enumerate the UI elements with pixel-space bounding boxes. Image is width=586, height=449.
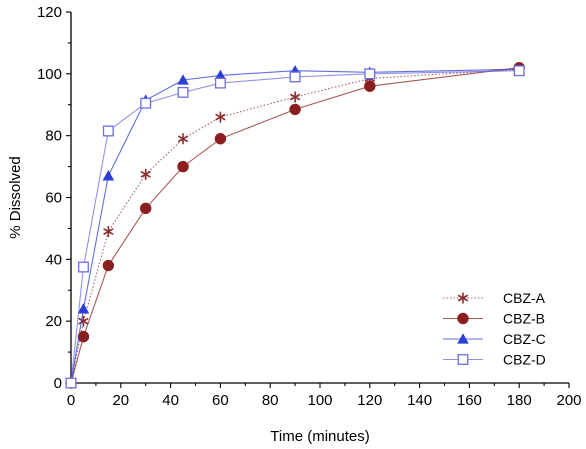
asterisk-stroke — [78, 317, 89, 325]
data-point-cbz-b — [214, 133, 227, 145]
legend-label-cbz-a: CBZ-A — [503, 290, 546, 306]
data-point-cbz-a — [215, 111, 226, 123]
data-point-cbz-b — [177, 160, 189, 173]
legend-marker-cbz-c — [457, 333, 469, 344]
asterisk-stroke — [457, 294, 469, 302]
data-point-cbz-d — [102, 125, 114, 137]
legend-marker-cbz-a — [457, 292, 469, 304]
y-tick-label: 100 — [37, 66, 62, 83]
series-cbz-d — [65, 65, 525, 389]
data-point-cbz-c — [77, 303, 90, 314]
x-tick-label: 100 — [307, 392, 332, 409]
data-point-cbz-d — [364, 68, 376, 80]
x-tick-label: 80 — [262, 392, 279, 409]
data-point-cbz-a — [140, 168, 151, 180]
data-point-cbz-d — [78, 261, 89, 273]
y-tick-label: 120 — [37, 4, 62, 21]
x-tick-label: 200 — [556, 392, 581, 409]
x-tick-label: 20 — [112, 392, 129, 409]
series-layer — [65, 61, 525, 389]
x-tick-label: 60 — [212, 392, 229, 409]
data-point-cbz-b — [102, 259, 115, 272]
data-point-cbz-a — [78, 315, 89, 327]
x-tick-label: 140 — [407, 392, 432, 409]
data-point-cbz-d — [177, 86, 189, 98]
data-point-cbz-b — [77, 330, 90, 343]
data-point-cbz-d — [214, 77, 226, 89]
y-axis-label: % Dissolved — [7, 156, 24, 239]
legend-marker-cbz-d — [457, 354, 469, 365]
data-point-cbz-c — [177, 74, 189, 85]
data-point-cbz-a — [103, 226, 114, 238]
data-point-cbz-b — [364, 80, 376, 92]
data-point-cbz-a — [177, 133, 189, 145]
legend-label-cbz-d: CBZ-D — [503, 352, 546, 368]
data-point-cbz-a — [289, 91, 301, 103]
legend-marker-cbz-b — [457, 312, 469, 325]
y-tick-label: 80 — [45, 128, 62, 145]
x-tick-label: 40 — [162, 392, 179, 409]
asterisk-stroke — [289, 93, 301, 101]
data-point-cbz-d — [289, 71, 301, 83]
legend-label-cbz-c: CBZ-C — [503, 331, 546, 347]
legend: CBZ-A CBZ-B CBZ-C CBZ-D — [443, 290, 546, 368]
data-point-cbz-c — [102, 170, 115, 181]
y-tick-label: 0 — [54, 375, 62, 392]
y-tick-label: 20 — [45, 313, 62, 330]
series-line-cbz-d — [70, 70, 520, 384]
asterisk-stroke — [103, 228, 114, 235]
asterisk-stroke — [215, 113, 226, 121]
data-point-cbz-d — [513, 65, 525, 77]
x-tick-label: 180 — [507, 392, 532, 409]
data-point-cbz-c — [214, 69, 227, 81]
data-point-cbz-d — [140, 97, 152, 109]
series-cbz-b — [65, 61, 525, 389]
axes: 0 20 40 60 80 100 120 140 160 180 200 0 20 40 60 80 100 1… — [37, 4, 582, 409]
legend-label-cbz-b: CBZ-B — [503, 311, 545, 327]
x-tick-label: 160 — [457, 392, 482, 409]
data-point-cbz-b — [289, 103, 301, 116]
asterisk-stroke — [177, 135, 189, 143]
y-tick-label: 60 — [45, 190, 62, 207]
data-point-cbz-d — [65, 377, 77, 389]
y-tick-label: 40 — [45, 251, 62, 268]
x-tick-label: 0 — [67, 392, 75, 409]
series-line-cbz-c — [70, 68, 520, 384]
x-axis-label: Time (minutes) — [270, 428, 369, 445]
x-tick-label: 120 — [357, 392, 382, 409]
asterisk-stroke — [140, 170, 151, 178]
data-point-cbz-b — [140, 202, 152, 215]
